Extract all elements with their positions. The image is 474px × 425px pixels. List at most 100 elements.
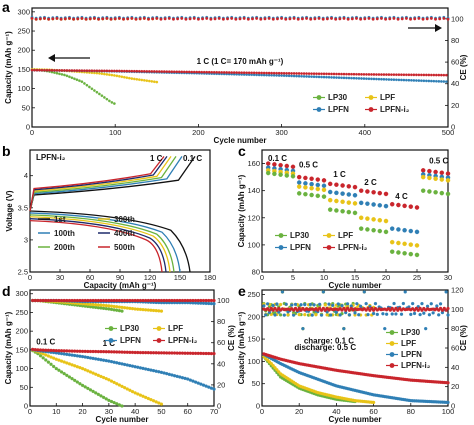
panel-a-capacity-point — [442, 73, 446, 77]
panel-d-capacity-point — [159, 402, 164, 406]
panel-d-legend-label: LPFN — [120, 336, 141, 345]
panel-b-ytick-label: 2.5 — [18, 268, 28, 277]
panel-c-point — [321, 194, 327, 199]
panel-a-capacity-point — [113, 69, 116, 73]
panel-d-capacity-point — [117, 361, 122, 365]
panel-e-ce-point — [308, 302, 313, 307]
panel-a-xtick-label: 400 — [359, 128, 372, 137]
panel-a-capacity-point — [200, 70, 204, 74]
panel-a-capacity-point — [103, 69, 106, 73]
panel-e-y2tick-label: 80 — [451, 324, 459, 333]
panel-d-ce-point — [212, 298, 216, 303]
panel-c-point — [303, 181, 308, 186]
panel-a-capacity-point — [98, 92, 101, 96]
panel-a-ce-point — [163, 17, 167, 21]
panel-a-capacity-point — [397, 78, 401, 82]
panel-c-point — [402, 203, 407, 209]
panel-a-capacity-point — [113, 102, 116, 105]
panel-c-point — [402, 227, 407, 233]
panel-c-point — [408, 204, 414, 209]
panel-a-legend-label: LP30 — [328, 93, 348, 102]
panel-e-ytick-label: 0 — [256, 402, 260, 411]
panel-c-point — [420, 188, 426, 193]
panel-a-capacity-point — [230, 71, 234, 74]
panel-c-point — [327, 181, 333, 187]
panel-c-point — [346, 200, 352, 205]
panel-a-capacity-point — [420, 73, 423, 77]
panel-a-capacity-point — [235, 71, 239, 74]
panel-a-capacity-point — [372, 77, 376, 81]
panel-e-y2tick-label: 120 — [451, 286, 464, 295]
panel-d-xtick-label: 50 — [157, 407, 165, 416]
panel-a-capacity-point — [417, 79, 421, 82]
panel-d-capacity-point — [117, 383, 122, 387]
panel-a-capacity-point — [132, 69, 136, 73]
panel-c-point — [402, 241, 407, 247]
panel-a-ce-point — [192, 16, 196, 20]
panel-d-legend-marker — [108, 326, 114, 331]
panel-a-xtick-label: 200 — [192, 128, 205, 137]
panel-a-capacity-point — [55, 69, 59, 72]
panel-a-ce-point — [379, 16, 383, 20]
panel-a-capacity-point — [83, 69, 86, 73]
panel-a-y2tick-label: 80 — [451, 36, 459, 45]
panel-b-legend-label: 400th — [114, 229, 135, 238]
panel-a-capacity-point — [444, 80, 448, 83]
panel-a-capacity-point — [38, 68, 41, 72]
panel-a-capacity-point — [240, 71, 244, 75]
panel-d-ce-point — [120, 309, 124, 313]
panel-a-capacity-point — [222, 71, 226, 74]
panel-c-point — [365, 201, 370, 206]
panel-a-capacity-point — [385, 78, 388, 81]
panel-c-point — [352, 201, 358, 206]
panel-a-capacity-point — [375, 77, 378, 81]
panel-a-capacity-point — [100, 72, 104, 76]
panel-a-capacity-point — [417, 73, 421, 77]
panel-a-capacity-point — [68, 69, 71, 72]
panel-c-point — [315, 182, 321, 188]
panel-d-capacity-point — [115, 382, 119, 386]
panel-c-ytick-label: 100 — [247, 240, 260, 249]
panel-e-ce-point — [403, 290, 407, 294]
panel-a-capacity-point — [270, 71, 273, 75]
panel-d-capacity-point — [54, 366, 58, 371]
panel-b-charge-curve — [29, 156, 196, 212]
panel-e-ce-point — [427, 313, 432, 317]
panel-e-ce-point — [262, 304, 266, 308]
panel-a-capacity-point — [350, 72, 353, 76]
panel-b-ytick-label: 3.5 — [18, 203, 28, 212]
panel-a-capacity-point — [367, 77, 371, 81]
panel-a-ce-point — [171, 17, 175, 21]
panel-b-xtick-label: 30 — [56, 273, 64, 282]
panel-c-xtick-label: 20 — [382, 273, 390, 282]
panel-a-capacity-point — [280, 74, 283, 77]
panel-c-point — [445, 178, 451, 183]
panel-d-ylabel: Capacity (mAh g⁻¹) — [4, 311, 13, 384]
panel-a-legend-label: LPFN — [328, 105, 349, 114]
panel-d-ytick-label: 300 — [15, 289, 28, 298]
panel-a-ce-point — [38, 17, 42, 21]
panel-a-ce-point — [176, 17, 180, 21]
panel-c-point — [433, 190, 438, 195]
panel-c-point — [352, 193, 358, 198]
panel-a-capacity-point — [360, 77, 363, 80]
panel-e-y2label: CE (%) — [459, 325, 468, 351]
panel-a-xtick-label: 300 — [275, 128, 288, 137]
panel-a-ce-point — [375, 17, 379, 21]
panel-e-xtick-label: 80 — [407, 407, 415, 416]
panel-e-ce-point — [375, 312, 379, 317]
panel-b-legend-label: 500th — [114, 243, 135, 252]
panel-e-ce-point — [431, 311, 435, 315]
panel-a-capacity-point — [415, 73, 418, 77]
panel-a-ce-point — [80, 16, 84, 20]
panel-a-capacity-point — [55, 71, 59, 75]
panel-c-point — [284, 173, 290, 178]
panel-a-capacity-point — [227, 71, 231, 74]
panel-c-point — [408, 251, 414, 257]
panel-c-ytick-label: 80 — [252, 268, 260, 277]
panel-a-capacity-point — [315, 75, 318, 79]
panel-d-capacity-point — [94, 391, 98, 395]
panel-c-point — [315, 186, 321, 192]
panel-a-capacity-point — [95, 69, 99, 73]
panel-b-charge-curve — [29, 156, 177, 212]
